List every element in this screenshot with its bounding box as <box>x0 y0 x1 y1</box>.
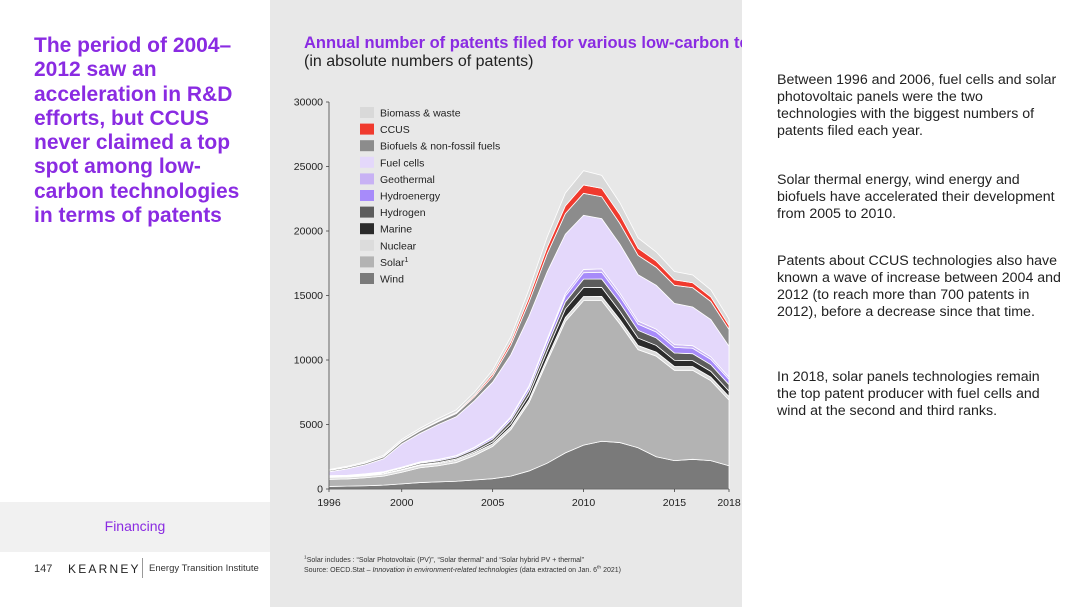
x-tick-label: 1996 <box>317 497 341 509</box>
y-tick-label: 20000 <box>294 226 323 238</box>
footnote: 1Solar includes : “Solar Photovoltaic (P… <box>304 556 621 576</box>
legend-swatch <box>360 156 374 168</box>
legend-label: Solar1 <box>380 257 409 269</box>
legend-swatch <box>360 206 374 218</box>
legend-swatch <box>360 239 374 251</box>
source-prefix: Source: OECD.Stat – <box>304 567 373 574</box>
x-tick-label: 2015 <box>663 497 687 509</box>
y-tick-label: 15000 <box>294 290 323 302</box>
chart-subtitle: (in absolute numbers of patents) <box>304 53 534 70</box>
legend-superscript: 1 <box>405 257 409 264</box>
source-title: Innovation in environment-related techno… <box>372 567 518 574</box>
area-layers <box>328 170 730 490</box>
legend-label: Wind <box>380 274 404 286</box>
legend-label: Hydrogen <box>380 207 426 219</box>
y-tick-label: 25000 <box>294 161 323 173</box>
legend-swatch <box>360 107 374 118</box>
legend-label: CCUS <box>380 124 410 136</box>
y-tick-label: 10000 <box>294 355 323 367</box>
chart-canvas: 0 5000 10000 15000 20000 25000 30000 1996 2000 20… <box>294 97 741 510</box>
legend-swatch <box>360 273 374 284</box>
footnote-source: Source: OECD.Stat – Innovation in enviro… <box>304 566 621 576</box>
source-suffix-a: (data extracted on Jan. 6 <box>517 567 598 574</box>
legend-swatch <box>360 223 374 235</box>
y-tick-label: 5000 <box>300 419 324 431</box>
source-suffix-sup: th <box>597 565 602 571</box>
legend-label: Biomass & waste <box>380 108 461 120</box>
source-suffix-b: 2021) <box>601 567 621 574</box>
section-band: Financing <box>0 502 270 552</box>
x-tick-label: 2018 <box>717 497 741 509</box>
text-panel: Between 1996 and 2006, fuel cells and so… <box>742 0 1080 607</box>
legend-label: Fuel cells <box>380 157 424 169</box>
legend-swatch <box>360 256 374 268</box>
footer-divider <box>142 558 143 578</box>
area-biomass-waste <box>328 170 730 471</box>
x-tick-label: 2010 <box>572 497 596 509</box>
legend-label: Marine <box>380 224 412 236</box>
paragraph-3: Patents about CCUS technologies also hav… <box>777 253 1061 320</box>
y-tick-label: 0 <box>317 484 323 496</box>
chart-title: Annual number of patents filed for vario… <box>304 34 836 52</box>
legend-swatch <box>360 123 374 135</box>
brand-logo: KEARNEY <box>68 562 141 576</box>
left-panel: The period of 2004–2012 saw an accelerat… <box>0 0 270 607</box>
legend-label: Nuclear <box>380 240 417 252</box>
x-tick-label: 2000 <box>390 497 414 509</box>
paragraph-4: In 2018, solar panels technologies remai… <box>777 369 1040 419</box>
paragraph-1: Between 1996 and 2006, fuel cells and so… <box>777 72 1057 139</box>
page-number: 147 <box>34 563 53 575</box>
section-label[interactable]: Financing <box>104 518 166 534</box>
footnote-solar-text: Solar includes : “Solar Photovoltaic (PV… <box>306 557 584 564</box>
legend-swatch <box>360 173 374 185</box>
paragraph-2: Solar thermal energy, wind energy and bi… <box>777 172 1055 222</box>
legend: Biomass & waste CCUS Biofuels & non-fossil… <box>360 107 500 286</box>
legend-swatch <box>360 140 374 152</box>
legend-swatch <box>360 190 374 201</box>
legend-label: Hydroenergy <box>380 191 441 203</box>
x-tick-label: 2005 <box>481 497 505 509</box>
legend-label: Biofuels & non-fossil fuels <box>380 141 500 153</box>
y-tick-label: 30000 <box>294 97 323 109</box>
chart-panel: 0 5000 10000 15000 20000 25000 30000 1996 2000 20… <box>270 0 836 607</box>
headline: The period of 2004–2012 saw an accelerat… <box>34 34 240 228</box>
footnote-solar: 1Solar includes : “Solar Photovoltaic (P… <box>304 555 584 564</box>
institute-name: Energy Transition Institute <box>149 563 259 574</box>
legend-label: Geothermal <box>380 174 435 186</box>
